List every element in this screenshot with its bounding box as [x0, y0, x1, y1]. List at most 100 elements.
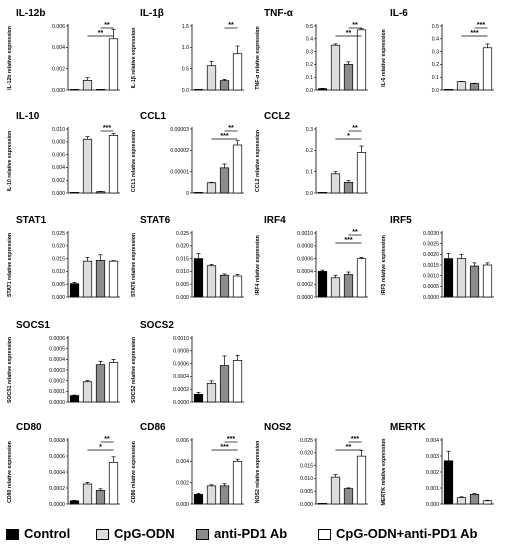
- y-tick-label-irf5: 0.0020: [423, 252, 439, 258]
- y-axis-label-mertk: MERTK relative expression: [381, 439, 387, 506]
- bar-ccl2-3: [356, 152, 367, 194]
- y-tick-label-irf4: 0.0006: [297, 256, 313, 262]
- bar-stat6-0: [193, 258, 204, 298]
- bar-il-6-0: [443, 89, 454, 91]
- y-tick-label-irf5: 0.0010: [423, 273, 439, 279]
- bar-il-1-3: [232, 53, 243, 91]
- y-tick-label-il-12b: 0.004: [52, 45, 65, 51]
- y-tick-label-tnf: 0.3: [306, 49, 313, 55]
- panel-il-1: IL-1β IL-1β relative expression 0.0 0.5 1.0 1…: [131, 8, 244, 94]
- y-tick-label-il-10: 0.000: [52, 191, 65, 197]
- panel-title-mertk: MERTK: [390, 422, 426, 433]
- y-tick-label-stat1: 0.005: [52, 282, 65, 288]
- y-tick-label-il-12b: 0.006: [52, 24, 65, 30]
- y-tick-label-ccl1: 0.00001: [170, 169, 189, 175]
- bar-stat6-1: [206, 265, 217, 298]
- significance-label-ccl1: ***: [220, 133, 228, 140]
- panel-cd80: CD80 CD80 relative expression 0.0000 0.0002…: [7, 422, 120, 508]
- y-tick-label-ccl2: 0.3: [306, 127, 313, 133]
- y-tick-label-stat6: 0.020: [176, 244, 189, 250]
- y-tick-label-cd80: 0.0000: [49, 502, 65, 508]
- legend-swatch-control: [6, 529, 19, 540]
- y-tick-label-tnf: 0.5: [306, 24, 313, 30]
- significance-label-irf4: ***: [344, 237, 352, 244]
- y-tick-label-il-10: 0.010: [52, 127, 65, 133]
- bar-il-12b-0: [69, 89, 80, 91]
- bar-irf5-2: [469, 265, 480, 298]
- y-tick-label-nos2: 0.025: [300, 438, 313, 444]
- significance-label-il-6: ***: [477, 22, 485, 29]
- panel-title-il-1: IL-1β: [140, 8, 164, 19]
- bar-stat1-0: [69, 283, 80, 298]
- y-tick-label-tnf: 0.0: [306, 88, 313, 94]
- y-tick-label-cd86: 0.002: [176, 480, 189, 486]
- y-tick-label-stat1: 0.025: [52, 231, 65, 237]
- panel-title-stat6: STAT6: [140, 215, 171, 226]
- significance-label-cd80: *: [99, 444, 102, 451]
- y-tick-label-socs1: 0.0006: [49, 336, 65, 342]
- y-tick-label-ccl1: 0: [186, 191, 189, 197]
- y-tick-label-tnf: 0.4: [306, 37, 313, 43]
- y-tick-label-irf4: 0.0002: [297, 282, 313, 288]
- y-axis-label-stat1: STAT1 relative expression: [7, 233, 13, 297]
- significance-label-cd86: ***: [220, 444, 228, 451]
- bar-cd86-3: [232, 460, 243, 505]
- y-tick-label-ccl2: 0.2: [306, 148, 313, 154]
- y-tick-label-irf5: 0.0015: [423, 263, 439, 269]
- y-tick-label-stat1: 0.015: [52, 256, 65, 262]
- bar-socs2-2: [219, 365, 230, 403]
- y-tick-label-nos2: 0.015: [300, 463, 313, 469]
- panel-il-12b: IL-12b IL-12b relative expression 0.000 0.0…: [7, 8, 120, 94]
- y-tick-label-il-10: 0.002: [52, 178, 65, 184]
- bar-irf5-3: [482, 264, 493, 298]
- y-tick-label-ccl1: 0.00002: [170, 148, 189, 154]
- y-tick-label-irf4: 0.0008: [297, 244, 313, 250]
- y-tick-label-il-12b: 0.000: [52, 88, 65, 94]
- y-tick-label-stat6: 0.000: [176, 295, 189, 301]
- y-axis-label-irf4: IRF4 relative expression: [255, 235, 261, 295]
- bar-mertk-1: [456, 497, 467, 505]
- y-axis-label-il-10: IL-10 relative expression: [7, 131, 13, 192]
- legend-swatch-combo: [318, 529, 331, 540]
- panel-title-il-10: IL-10: [16, 111, 40, 122]
- panel-il-6: IL-6 IL-6 relative expression 0.0 0.1 0.2 0.3…: [381, 8, 494, 94]
- y-tick-label-cd86: 0.004: [176, 459, 189, 465]
- y-tick-label-irf4: 0.0004: [297, 269, 313, 275]
- bar-socs2-1: [206, 383, 217, 403]
- bar-il-6-1: [456, 81, 467, 91]
- y-tick-label-socs2: 0.0010: [173, 336, 189, 342]
- significance-label-cd80: **: [104, 436, 110, 443]
- significance-label-nos2: **: [346, 444, 352, 451]
- legend-label-combo: CpG-ODN+anti-PD1 Ab: [336, 526, 478, 541]
- y-tick-label-il-6: 0.3: [432, 49, 439, 55]
- y-axis-label-ccl1: CCL1 relative expression: [131, 130, 137, 192]
- y-axis-label-stat6: STAT6 relative expression: [131, 233, 137, 297]
- bar-socs1-1: [82, 381, 93, 403]
- panel-title-il-6: IL-6: [390, 8, 408, 19]
- bar-stat1-2: [95, 260, 106, 298]
- bar-mertk-2: [469, 494, 480, 505]
- panel-title-ccl1: CCL1: [140, 111, 167, 122]
- legend-swatch-anti-pd1: [196, 529, 209, 540]
- panel-title-irf5: IRF5: [390, 215, 412, 226]
- bar-socs2-0: [193, 393, 204, 403]
- panel-title-irf4: IRF4: [264, 215, 286, 226]
- bar-il-10-1: [82, 138, 93, 194]
- y-tick-label-socs1: 0.0005: [49, 346, 65, 352]
- y-tick-label-ccl2: 0.0: [306, 191, 313, 197]
- bar-tnf-1: [330, 44, 341, 91]
- y-tick-label-ccl2: 0.1: [306, 169, 313, 175]
- legend-label-cpg-odn: CpG-ODN: [114, 526, 175, 541]
- bar-nos2-1: [330, 476, 341, 505]
- bar-socs1-3: [108, 362, 119, 403]
- y-tick-label-cd86: 0.000: [176, 502, 189, 508]
- bar-il-12b-2: [95, 89, 106, 91]
- significance-label-nos2: ***: [351, 436, 359, 443]
- y-tick-label-socs2: 0.0004: [173, 374, 189, 380]
- panel-title-tnf: TNF-α: [264, 8, 294, 19]
- significance-label-tnf: **: [352, 22, 358, 29]
- y-tick-label-nos2: 0.010: [300, 476, 313, 482]
- bar-mertk-3: [482, 500, 493, 505]
